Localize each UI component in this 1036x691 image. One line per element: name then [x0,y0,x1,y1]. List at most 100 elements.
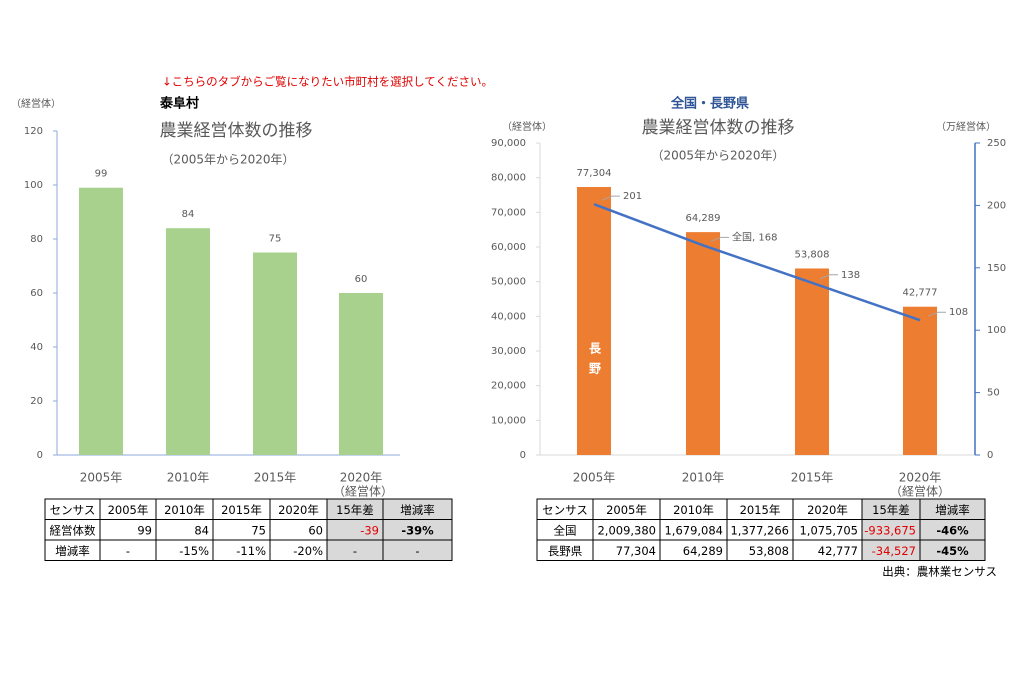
chart-title: 農業経営体数の推移 [160,121,313,141]
table-value: - [353,544,357,558]
bar [903,306,937,455]
y2-tick-label: 250 [987,138,1006,149]
table-header: 15年差 [872,503,910,517]
table-header: 2020年 [278,503,319,517]
table-cell [919,539,986,561]
table-value: - [126,544,130,558]
table-header: 2015年 [221,503,262,517]
bar [79,187,123,455]
x-tick-label: 2020年 [899,471,942,485]
y-tick-label: 30,000 [491,346,526,357]
table-value: 75 [251,523,266,537]
table-unit: （経営体） [333,485,393,499]
table-header: 増減率 [935,503,970,517]
y-tick-label: 40 [30,342,43,353]
y-tick-label: 10,000 [491,415,526,426]
label-leader [819,274,838,280]
bar [166,228,210,455]
table-value: -34,527 [872,544,916,558]
chart-subtitle: （2005年から2020年） [651,149,784,163]
table-header: 2015年 [740,503,781,517]
series-name: 長野 [588,341,602,382]
data-label: 77,304 [577,168,612,179]
y-tick-label: 40,000 [491,311,526,322]
table-value: -39 [360,523,379,537]
label-leader [601,195,620,201]
table-value: -20% [293,544,323,558]
table-header: 2010年 [673,503,714,517]
table-value: -39% [401,523,434,537]
y2-tick-label: 200 [987,200,1006,211]
y-tick-label: 50,000 [491,277,526,288]
y-tick-label: 20 [30,396,43,407]
table-value: 長野県 [548,544,583,558]
y-axis-label: （経営体） [502,120,552,133]
y-tick-label: 100 [24,180,43,191]
x-tick-label: 2020年 [340,471,383,485]
table-unit: （経営体） [890,485,950,499]
x-tick-label: 2005年 [573,471,616,485]
chart-subtitle: （2005年から2020年） [161,153,294,167]
y-tick-label: 60,000 [491,242,526,253]
table-value: 84 [194,523,209,537]
table-header: 15年差 [336,503,374,517]
table-header: 2010年 [164,503,205,517]
data-label: 42,777 [903,288,938,299]
y-tick-label: 60 [30,288,43,299]
table-value: 増減率 [55,544,90,558]
table-header: 2005年 [108,503,149,517]
source: 出典：農林業センサス [882,565,997,579]
table-header: 増減率 [400,503,435,517]
y-tick-label: 80,000 [491,173,526,184]
table-header: センサス [50,503,96,517]
data-label: 53,808 [795,249,830,260]
data-label: 全国, 168 [732,230,777,243]
table-value: 53,808 [749,544,789,558]
y-axis-label: （経営体） [11,97,61,110]
table-value: 60 [308,523,323,537]
y-tick-label: 70,000 [491,207,526,218]
label-leader [710,236,729,242]
y2-tick-label: 50 [987,388,1000,399]
table-value: 経営体数 [50,523,96,537]
data-label: 84 [182,209,195,220]
y2-tick-label: 100 [987,325,1006,336]
chart-title: 農業経営体数の推移 [642,118,795,138]
x-tick-label: 2010年 [167,471,210,485]
x-tick-label: 2015年 [791,471,834,485]
table-value: -46% [936,523,969,537]
table-value: - [415,544,419,558]
table-value: 42,777 [818,544,858,558]
data-label: 108 [949,307,968,318]
x-tick-label: 2015年 [254,471,297,485]
y-tick-label: 0 [37,450,43,461]
table-value: -11% [236,544,266,558]
bar [686,232,720,455]
line: 全国 [593,202,921,322]
x-tick-label: 2005年 [80,471,123,485]
bar [795,268,829,455]
y-tick-label: 90,000 [491,138,526,149]
bar [577,187,611,455]
table-header: 2005年 [606,503,647,517]
data-label: 60 [355,274,368,285]
table-cell [382,539,453,561]
x-tick-label: 2010年 [682,471,725,485]
table-value: -45% [936,544,969,558]
bar [339,293,383,455]
table-value: 全国 [554,523,577,537]
table-value: 99 [137,523,152,537]
label-leader [927,311,946,317]
y-tick-label: 0 [520,450,526,461]
table-header: センサス [542,503,588,517]
y-tick-label: 20,000 [491,381,526,392]
y2-tick-label: 150 [987,263,1006,274]
data-label: 99 [95,169,108,180]
notice: ↓こちらのタブからご覧になりたい市町村を選択してください。 [162,75,493,89]
table-value: 1,377,266 [730,523,789,537]
table-header: 2020年 [807,503,848,517]
table-value: -15% [179,544,209,558]
chart-heading: 泰阜村 [159,96,199,112]
y-tick-label: 80 [30,234,43,245]
table-value: 2,009,380 [597,523,656,537]
